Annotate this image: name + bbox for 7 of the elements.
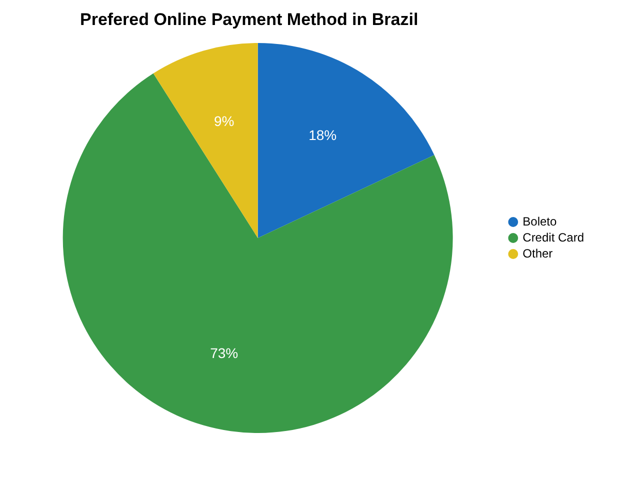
data-label: 73%	[210, 344, 238, 361]
data-label: 9%	[214, 112, 234, 129]
data-label: 18%	[308, 126, 337, 143]
chart-title: Prefered Online Payment Method in Brazil	[80, 10, 418, 30]
legend-label: Other	[522, 246, 553, 260]
legend-label: Boleto	[522, 214, 557, 228]
legend-label: Credit Card	[522, 230, 584, 244]
